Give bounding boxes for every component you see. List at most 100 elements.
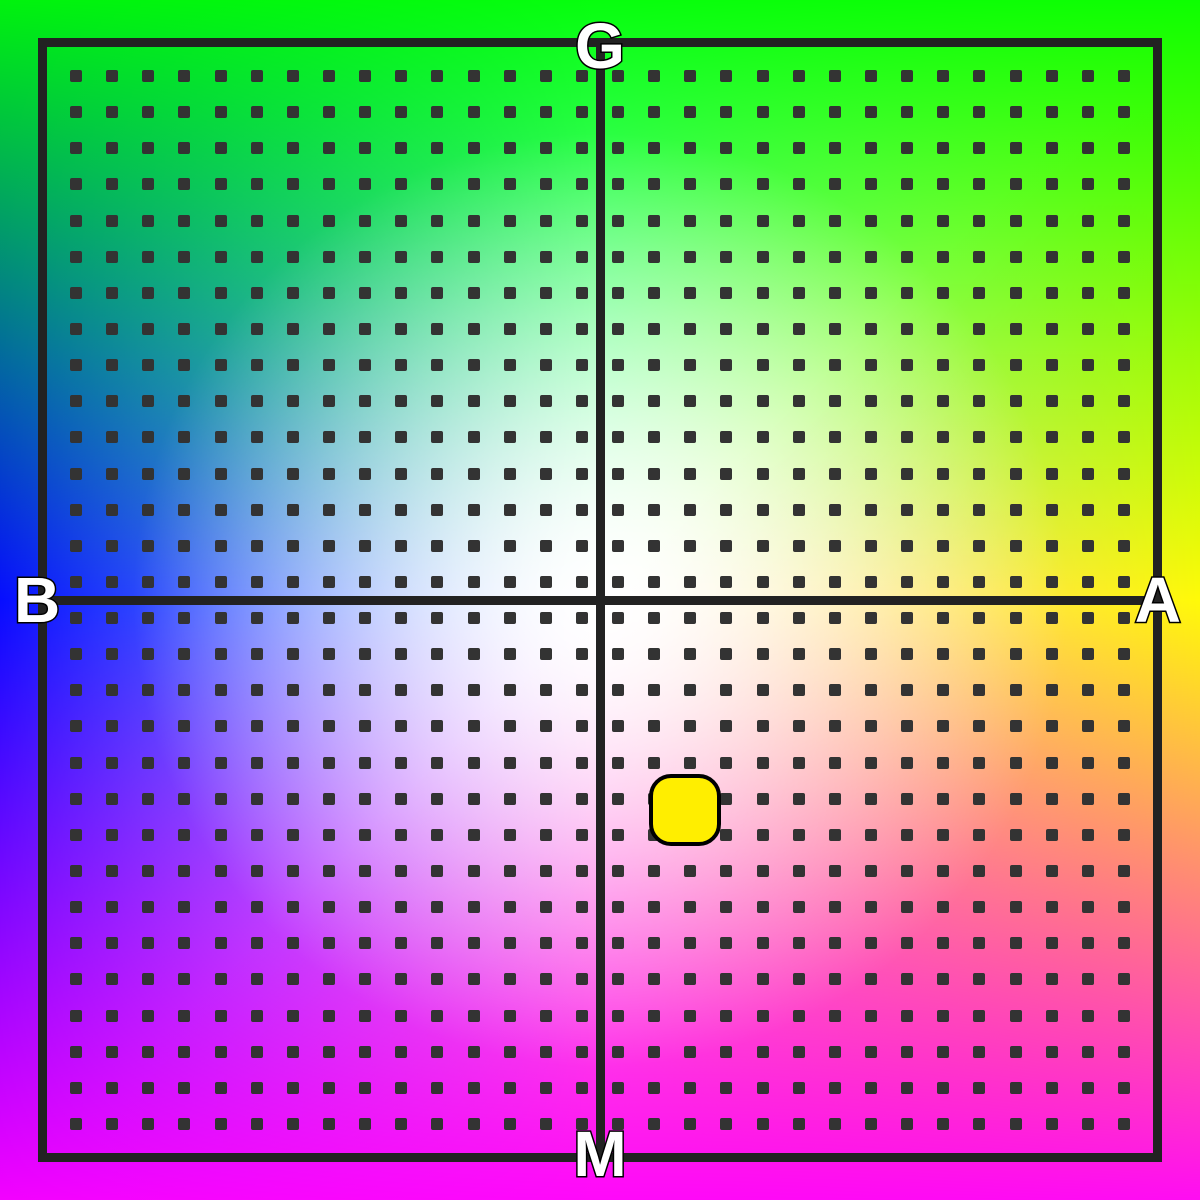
grid-dot bbox=[359, 1046, 371, 1058]
grid-dot bbox=[504, 793, 516, 805]
grid-dot bbox=[323, 1082, 335, 1094]
grid-dot bbox=[431, 178, 443, 190]
snap-grid bbox=[58, 58, 1142, 1142]
grid-dot bbox=[540, 359, 552, 371]
grid-dot bbox=[612, 431, 624, 443]
grid-dot bbox=[576, 468, 588, 480]
grid-dot bbox=[684, 504, 696, 516]
grid-dot bbox=[70, 1082, 82, 1094]
grid-dot bbox=[540, 431, 552, 443]
grid-dot bbox=[395, 901, 407, 913]
grid-dot bbox=[720, 251, 732, 263]
grid-dot bbox=[431, 576, 443, 588]
grid-dot bbox=[540, 937, 552, 949]
grid-dot bbox=[106, 431, 118, 443]
grid-dot bbox=[468, 215, 480, 227]
grid-dot bbox=[684, 395, 696, 407]
grid-dot bbox=[359, 1010, 371, 1022]
grid-dot bbox=[1118, 684, 1130, 696]
grid-dot bbox=[468, 1082, 480, 1094]
grid-dot bbox=[431, 1118, 443, 1130]
grid-dot bbox=[287, 142, 299, 154]
grid-dot bbox=[937, 215, 949, 227]
grid-dot bbox=[70, 504, 82, 516]
grid-dot bbox=[287, 793, 299, 805]
grid-dot bbox=[973, 1010, 985, 1022]
grid-dot bbox=[612, 287, 624, 299]
grid-dot bbox=[359, 576, 371, 588]
grid-dot bbox=[468, 973, 480, 985]
grid-dot bbox=[287, 468, 299, 480]
grid-dot bbox=[540, 504, 552, 516]
grid-dot bbox=[1010, 648, 1022, 660]
grid-dot bbox=[1118, 468, 1130, 480]
grid-dot bbox=[793, 395, 805, 407]
grid-dot bbox=[142, 1010, 154, 1022]
grid-dot bbox=[648, 504, 660, 516]
grid-dot bbox=[70, 1010, 82, 1022]
grid-dot bbox=[70, 793, 82, 805]
grid-dot bbox=[142, 178, 154, 190]
grid-dot bbox=[106, 1010, 118, 1022]
grid-dot bbox=[865, 973, 877, 985]
grid-dot bbox=[684, 973, 696, 985]
grid-dot bbox=[648, 251, 660, 263]
grid-dot bbox=[901, 540, 913, 552]
grid-dot bbox=[359, 251, 371, 263]
grid-dot bbox=[215, 1118, 227, 1130]
grid-dot bbox=[684, 70, 696, 82]
grid-dot bbox=[70, 359, 82, 371]
grid-dot bbox=[829, 540, 841, 552]
grid-dot bbox=[720, 431, 732, 443]
grid-dot bbox=[612, 215, 624, 227]
grid-dot bbox=[937, 540, 949, 552]
grid-dot bbox=[720, 648, 732, 660]
grid-dot bbox=[1118, 431, 1130, 443]
picker-handle[interactable] bbox=[649, 774, 721, 846]
grid-dot bbox=[612, 323, 624, 335]
grid-dot bbox=[359, 648, 371, 660]
grid-dot bbox=[1010, 540, 1022, 552]
grid-dot bbox=[901, 468, 913, 480]
grid-dot bbox=[251, 504, 263, 516]
grid-dot bbox=[70, 612, 82, 624]
grid-dot bbox=[431, 540, 443, 552]
grid-dot bbox=[757, 720, 769, 732]
grid-dot bbox=[684, 720, 696, 732]
grid-dot bbox=[323, 1010, 335, 1022]
grid-dot bbox=[973, 757, 985, 769]
grid-dot bbox=[865, 70, 877, 82]
grid-dot bbox=[757, 1082, 769, 1094]
grid-dot bbox=[142, 829, 154, 841]
grid-dot bbox=[576, 684, 588, 696]
grid-dot bbox=[1082, 468, 1094, 480]
grid-dot bbox=[540, 1118, 552, 1130]
grid-dot bbox=[1082, 215, 1094, 227]
grid-dot bbox=[829, 901, 841, 913]
grid-dot bbox=[178, 648, 190, 660]
grid-dot bbox=[901, 829, 913, 841]
grid-dot bbox=[973, 648, 985, 660]
grid-dot bbox=[1082, 323, 1094, 335]
grid-dot bbox=[106, 323, 118, 335]
grid-dot bbox=[287, 1082, 299, 1094]
grid-dot bbox=[395, 431, 407, 443]
grid-dot bbox=[1010, 612, 1022, 624]
grid-dot bbox=[1010, 829, 1022, 841]
grid-dot bbox=[468, 937, 480, 949]
grid-dot bbox=[468, 865, 480, 877]
grid-dot bbox=[359, 865, 371, 877]
grid-dot bbox=[106, 865, 118, 877]
grid-dot bbox=[829, 865, 841, 877]
grid-dot bbox=[1118, 612, 1130, 624]
grid-dot bbox=[793, 865, 805, 877]
grid-dot bbox=[793, 684, 805, 696]
grid-dot bbox=[1118, 323, 1130, 335]
grid-dot bbox=[720, 757, 732, 769]
grid-dot bbox=[142, 757, 154, 769]
grid-dot bbox=[648, 395, 660, 407]
grid-dot bbox=[757, 937, 769, 949]
grid-dot bbox=[106, 648, 118, 660]
grid-dot bbox=[178, 829, 190, 841]
grid-dot bbox=[793, 1010, 805, 1022]
